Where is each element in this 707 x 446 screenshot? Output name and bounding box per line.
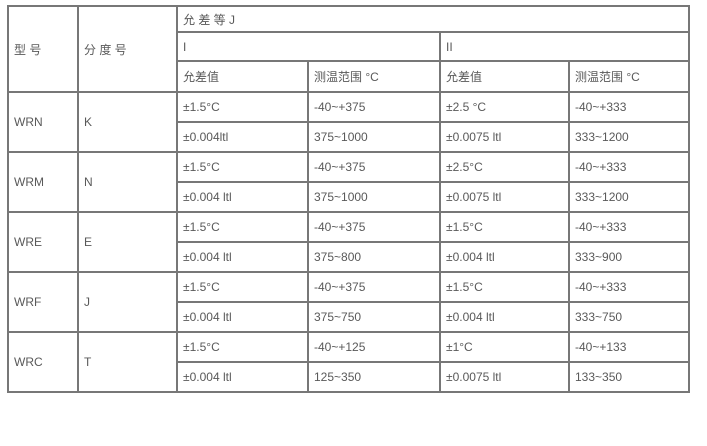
cell-range-i: 125~350 — [307, 361, 441, 393]
header-grade-ii: II — [438, 31, 691, 62]
cell-tolerance-ii: ±0.0075 ltl — [439, 181, 570, 213]
table-row: ±0.004 ltl 375~750 ±0.004 ltl 333~750 — [8, 301, 691, 333]
header-temp-range-ii: 测温范围 °C — [567, 60, 691, 93]
table-row: WRE E ±1.5°C -40~+375 ±1.5°C -40~+333 — [7, 211, 691, 273]
table-row: WRF J ±1.5°C -40~+375 ±1.5°C -40~+333 — [7, 271, 691, 333]
table-row: WRM N ±1.5°C -40~+375 ±2.5°C -40~+333 — [7, 151, 691, 213]
cell-tolerance-i: ±0.004 ltl — [176, 361, 309, 393]
table-row: WRC T ±1.5°C -40~+125 ±1°C -40~+133 — [7, 331, 691, 393]
cell-graduation: J — [77, 271, 178, 333]
cell-range-i: -40~+375 — [307, 151, 441, 183]
table-row: ±0.004 ltl 375~1000 ±0.0075 ltl 333~1200 — [8, 181, 691, 213]
cell-tolerance-ii: ±2.5 °C — [439, 91, 570, 123]
cell-range-i: 375~1000 — [307, 121, 441, 153]
cell-range-ii: 333~900 — [567, 241, 691, 273]
cell-graduation: K — [77, 91, 178, 153]
table-row: ±0.004ltl 375~1000 ±0.0075 ltl 333~1200 — [8, 121, 691, 153]
header-temp-range-i: 测温范围 °C — [307, 60, 441, 93]
table-row: ±0.004 ltl 375~800 ±0.004 ltl 333~900 — [8, 241, 691, 273]
cell-tolerance-ii: ±1.5°C — [439, 211, 570, 243]
cell-graduation: E — [77, 211, 178, 273]
cell-tolerance-i: ±1.5°C — [176, 331, 309, 363]
cell-range-i: -40~+375 — [307, 211, 441, 243]
cell-range-ii: -40~+333 — [567, 151, 691, 183]
cell-model: WRE — [7, 211, 79, 273]
table-row: WRN K ±1.5°C -40~+375 ±2.5 °C -40~+333 — [7, 91, 691, 153]
cell-tolerance-i: ±1.5°C — [176, 91, 309, 123]
cell-tolerance-ii: ±0.0075 ltl — [439, 361, 570, 393]
cell-model: WRM — [7, 151, 79, 213]
thermocouple-spec-table: 型 号 分 度 号 允 差 等 J I II 允差值 测温范围 °C 允差值 测… — [7, 5, 691, 393]
cell-graduation: T — [77, 331, 178, 393]
header-grade-i: I — [176, 31, 441, 62]
cell-range-ii: 333~1200 — [567, 121, 691, 153]
header-tolerance-grade: 允 差 等 J — [175, 5, 691, 33]
cell-range-ii: -40~+133 — [567, 331, 691, 363]
cell-tolerance-i: ±1.5°C — [176, 211, 309, 243]
cell-tolerance-ii: ±0.0075 ltl — [439, 121, 570, 153]
cell-range-i: -40~+375 — [307, 91, 441, 123]
cell-tolerance-i: ±0.004ltl — [176, 121, 309, 153]
header-model: 型 号 — [7, 5, 79, 93]
cell-tolerance-i: ±0.004 ltl — [176, 301, 309, 333]
cell-range-i: 375~1000 — [307, 181, 441, 213]
cell-range-i: 375~800 — [307, 241, 441, 273]
cell-tolerance-i: ±0.004 ltl — [176, 241, 309, 273]
cell-tolerance-ii: ±1°C — [439, 331, 570, 363]
cell-tolerance-ii: ±0.004 ltl — [439, 301, 570, 333]
cell-tolerance-ii: ±2.5°C — [439, 151, 570, 183]
header-graduation: 分 度 号 — [77, 5, 178, 93]
header-tolerance-value-i: 允差值 — [176, 60, 309, 93]
cell-tolerance-ii: ±1.5°C — [439, 271, 570, 303]
cell-range-ii: -40~+333 — [567, 271, 691, 303]
cell-range-i: -40~+125 — [307, 331, 441, 363]
cell-tolerance-i: ±0.004 ltl — [176, 181, 309, 213]
cell-model: WRF — [7, 271, 79, 333]
cell-range-i: 375~750 — [307, 301, 441, 333]
cell-tolerance-i: ±1.5°C — [176, 151, 309, 183]
cell-tolerance-i: ±1.5°C — [176, 271, 309, 303]
cell-range-ii: 333~1200 — [567, 181, 691, 213]
cell-range-ii: 333~750 — [567, 301, 691, 333]
cell-range-ii: 133~350 — [567, 361, 691, 393]
header-tolerance-value-ii: 允差值 — [439, 60, 570, 93]
cell-range-i: -40~+375 — [307, 271, 441, 303]
cell-tolerance-ii: ±0.004 ltl — [439, 241, 570, 273]
cell-model: WRN — [7, 91, 79, 153]
cell-graduation: N — [77, 151, 178, 213]
cell-range-ii: -40~+333 — [567, 211, 691, 243]
cell-range-ii: -40~+333 — [567, 91, 691, 123]
table-row: ±0.004 ltl 125~350 ±0.0075 ltl 133~350 — [8, 361, 691, 393]
cell-model: WRC — [7, 331, 79, 393]
